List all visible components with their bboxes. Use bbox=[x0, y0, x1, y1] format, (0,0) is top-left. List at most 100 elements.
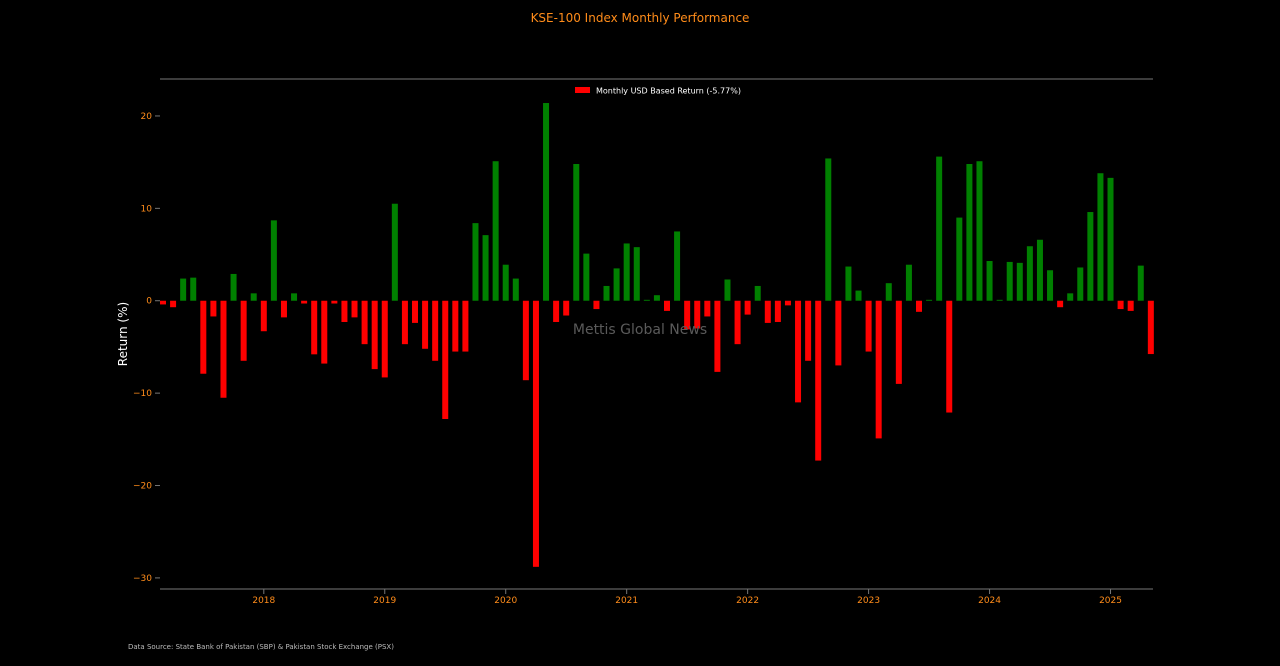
bar bbox=[160, 300, 166, 305]
bar bbox=[482, 235, 489, 301]
bar bbox=[825, 158, 832, 301]
x-tick-label: 2019 bbox=[373, 596, 396, 606]
bar bbox=[401, 300, 408, 345]
bar bbox=[422, 300, 429, 349]
x-tick-label: 2024 bbox=[978, 596, 1001, 606]
bar bbox=[250, 293, 257, 301]
bar bbox=[684, 300, 691, 330]
bar bbox=[885, 283, 892, 301]
bar bbox=[442, 300, 449, 419]
bar bbox=[865, 300, 872, 352]
bar bbox=[905, 264, 912, 301]
bar bbox=[361, 300, 368, 345]
x-tick-label: 2022 bbox=[736, 596, 759, 606]
bar bbox=[291, 293, 298, 301]
bar bbox=[522, 300, 529, 381]
bar bbox=[1127, 300, 1134, 311]
bar bbox=[301, 300, 308, 304]
bar bbox=[633, 247, 640, 301]
bar bbox=[694, 300, 701, 329]
bar bbox=[1047, 270, 1054, 301]
bar bbox=[462, 300, 469, 352]
y-tick-label: −30 bbox=[133, 574, 152, 584]
y-axis-label: Return (%) bbox=[116, 302, 130, 366]
bar bbox=[603, 285, 610, 301]
bar bbox=[996, 299, 1003, 301]
y-tick-label: 0 bbox=[146, 297, 152, 307]
bar bbox=[845, 266, 852, 301]
bar bbox=[573, 164, 580, 301]
legend-label: Monthly USD Based Return (-5.77%) bbox=[596, 87, 741, 96]
bar bbox=[986, 261, 993, 301]
bar bbox=[512, 278, 519, 301]
bar bbox=[956, 217, 963, 301]
bar bbox=[230, 273, 237, 301]
watermark: Mettis Global News bbox=[573, 322, 707, 338]
bar bbox=[543, 103, 550, 301]
x-tick-label: 2020 bbox=[494, 596, 517, 606]
bar bbox=[1036, 239, 1043, 301]
bar bbox=[1067, 293, 1074, 301]
bar bbox=[351, 300, 358, 318]
bar bbox=[643, 299, 650, 301]
bar-series bbox=[160, 103, 1154, 567]
bar bbox=[795, 300, 802, 403]
bar bbox=[1147, 300, 1154, 355]
bar bbox=[976, 161, 983, 301]
bar bbox=[754, 285, 761, 301]
legend: Monthly USD Based Return (-5.77%) bbox=[575, 87, 741, 96]
bar bbox=[311, 300, 318, 355]
x-tick-label: 2025 bbox=[1099, 596, 1122, 606]
bar bbox=[1016, 262, 1023, 301]
bar bbox=[472, 223, 479, 301]
bar bbox=[875, 300, 882, 439]
bar bbox=[170, 300, 177, 308]
bar bbox=[966, 164, 973, 301]
source-note: Data Source: State Bank of Pakistan (SBP… bbox=[128, 643, 394, 651]
bar bbox=[280, 300, 287, 318]
bar bbox=[563, 300, 570, 316]
bar bbox=[734, 300, 741, 345]
bar bbox=[784, 300, 791, 306]
x-tick-label: 2023 bbox=[857, 596, 880, 606]
bar bbox=[895, 300, 902, 384]
bar bbox=[331, 300, 338, 304]
bar bbox=[1137, 265, 1144, 301]
y-tick-label: −20 bbox=[133, 482, 152, 492]
bar bbox=[1026, 246, 1033, 301]
bar bbox=[371, 300, 378, 370]
bar bbox=[926, 299, 933, 301]
bar bbox=[321, 300, 328, 364]
bar bbox=[190, 277, 197, 301]
bar bbox=[674, 231, 681, 301]
bar bbox=[220, 300, 227, 398]
bar bbox=[200, 300, 207, 374]
bar bbox=[180, 278, 187, 301]
bar bbox=[1006, 261, 1013, 301]
chart-title: KSE-100 Index Monthly Performance bbox=[531, 11, 750, 25]
bar bbox=[815, 300, 822, 461]
bar bbox=[835, 300, 842, 366]
x-axis: 2018 2019 2020 2021 2022 2023 2024 2025 bbox=[252, 589, 1122, 606]
bar bbox=[1097, 173, 1104, 301]
bar bbox=[774, 300, 781, 322]
bar bbox=[553, 300, 560, 322]
bar bbox=[502, 264, 509, 301]
bar bbox=[855, 290, 862, 301]
bar bbox=[1077, 267, 1084, 301]
bar bbox=[432, 300, 439, 361]
bar bbox=[805, 300, 812, 361]
bar bbox=[583, 253, 590, 301]
bar bbox=[391, 203, 398, 301]
bar bbox=[1087, 212, 1094, 301]
bar bbox=[593, 300, 600, 310]
x-tick-label: 2021 bbox=[615, 596, 638, 606]
bar bbox=[341, 300, 348, 322]
y-tick-label: 20 bbox=[141, 112, 153, 122]
y-tick-label: −10 bbox=[133, 389, 152, 399]
y-tick-label: 10 bbox=[141, 204, 153, 214]
x-tick-label: 2018 bbox=[252, 596, 275, 606]
bar bbox=[1057, 300, 1064, 308]
bar bbox=[492, 161, 499, 301]
